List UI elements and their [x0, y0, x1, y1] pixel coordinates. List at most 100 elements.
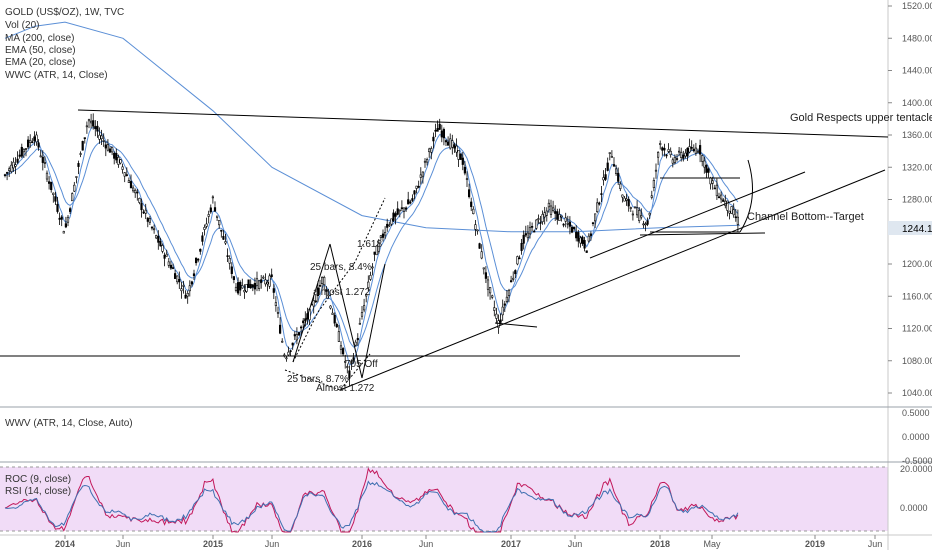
candle-body: [274, 302, 278, 306]
candle-body: [430, 148, 433, 153]
candle-body: [115, 153, 118, 161]
candle-body: [398, 209, 401, 212]
candle-body: [535, 219, 538, 229]
candle-body: [415, 185, 418, 189]
candle-body: [518, 257, 521, 260]
candle-body: [690, 147, 693, 149]
pattern-leg-1: [292, 243, 331, 363]
candle-body: [388, 224, 391, 227]
annotation-705-off: 705 Off: [345, 359, 378, 370]
candle-body: [129, 181, 133, 189]
candle-body: [243, 290, 246, 293]
candle-body: [701, 155, 704, 162]
candle-body: [684, 152, 687, 157]
candle-body: [377, 242, 380, 252]
candle-body: [635, 207, 639, 216]
candle-body: [239, 282, 242, 291]
candle-body: [451, 140, 454, 148]
candle-body: [379, 235, 383, 238]
candle-body: [425, 159, 429, 163]
candle-body: [140, 203, 143, 211]
candle-body: [736, 216, 739, 225]
candle-body: [157, 235, 160, 243]
candle-body: [20, 146, 23, 157]
x-tick-label: Jun: [419, 539, 434, 549]
candle-body: [528, 226, 532, 235]
rsi-band: [0, 467, 888, 531]
candle-body: [640, 215, 643, 218]
candle-body: [325, 289, 328, 292]
candle-body: [291, 342, 294, 346]
candle-body: [533, 230, 536, 233]
candle-body: [554, 211, 557, 214]
candle-body: [92, 120, 95, 127]
y-tick-label: 1480.00: [902, 33, 932, 43]
candle-body: [560, 215, 563, 218]
candle-body: [579, 237, 582, 244]
legend-symbol: GOLD (US$/OZ), 1W, TVC: [5, 7, 124, 18]
candle-body: [644, 223, 647, 226]
candle-body: [299, 326, 303, 329]
wwv-tick-label: 0.0000: [902, 432, 930, 442]
candle-body: [320, 277, 324, 284]
candle-body: [333, 314, 336, 324]
candle-body: [562, 223, 565, 226]
candle-body: [98, 134, 101, 140]
candle-body: [167, 261, 170, 266]
candle-body: [165, 253, 168, 257]
annotation-channel-bottom: Channel Bottom--Target: [747, 211, 864, 223]
candle-body: [108, 148, 112, 153]
candle-body: [77, 163, 80, 167]
candle-body: [465, 178, 469, 180]
candle-body: [125, 174, 128, 176]
upper-tentacle-line: [77, 109, 889, 138]
candle-body: [537, 218, 540, 220]
candle-body: [421, 171, 425, 177]
candle-body: [436, 128, 439, 132]
candle-body: [602, 177, 605, 181]
candle-body: [482, 267, 485, 270]
candle-body: [10, 164, 13, 172]
candle-body: [680, 152, 683, 158]
candle-body: [50, 181, 53, 191]
candle-body: [111, 146, 114, 153]
candle-body: [369, 275, 372, 280]
candle-body: [598, 202, 601, 205]
candle-body: [608, 152, 611, 154]
candle-body: [530, 226, 534, 228]
candle-body: [213, 207, 217, 212]
fib-dotted-2: [284, 353, 371, 391]
candle-body: [314, 300, 317, 303]
candle-body: [551, 207, 555, 211]
y-tick-label: 1400.00: [902, 98, 932, 108]
candle-body: [442, 129, 446, 139]
candle-body: [470, 201, 473, 207]
candle-body: [180, 288, 183, 292]
candle-body: [423, 160, 427, 163]
candle-body: [352, 357, 355, 362]
candle-body: [386, 223, 389, 228]
candle-body: [575, 231, 578, 239]
candle-body: [438, 123, 441, 130]
candle-body: [75, 176, 78, 178]
candle-body: [64, 223, 67, 228]
y-tick-label: 1280.00: [902, 195, 932, 205]
y-tick-label: 1160.00: [902, 291, 932, 301]
candle-body: [394, 213, 397, 217]
candle-body: [669, 150, 672, 156]
candle-body: [402, 207, 406, 212]
candle-body: [47, 181, 51, 184]
candle-body: [446, 141, 450, 146]
candle-body: [132, 187, 135, 192]
candle-body: [220, 229, 223, 232]
candle-body: [142, 211, 145, 214]
candle-body: [94, 126, 97, 130]
candle-body: [226, 255, 229, 257]
candle-body: [123, 172, 126, 177]
y-tick-label: 1520.00: [902, 1, 932, 11]
candle-body: [703, 160, 706, 168]
annotation-bars-8-4: 25 bars, 8.4%: [310, 262, 372, 273]
candle-body: [234, 286, 238, 291]
candle-body: [281, 340, 284, 343]
low-marker: [494, 322, 538, 328]
